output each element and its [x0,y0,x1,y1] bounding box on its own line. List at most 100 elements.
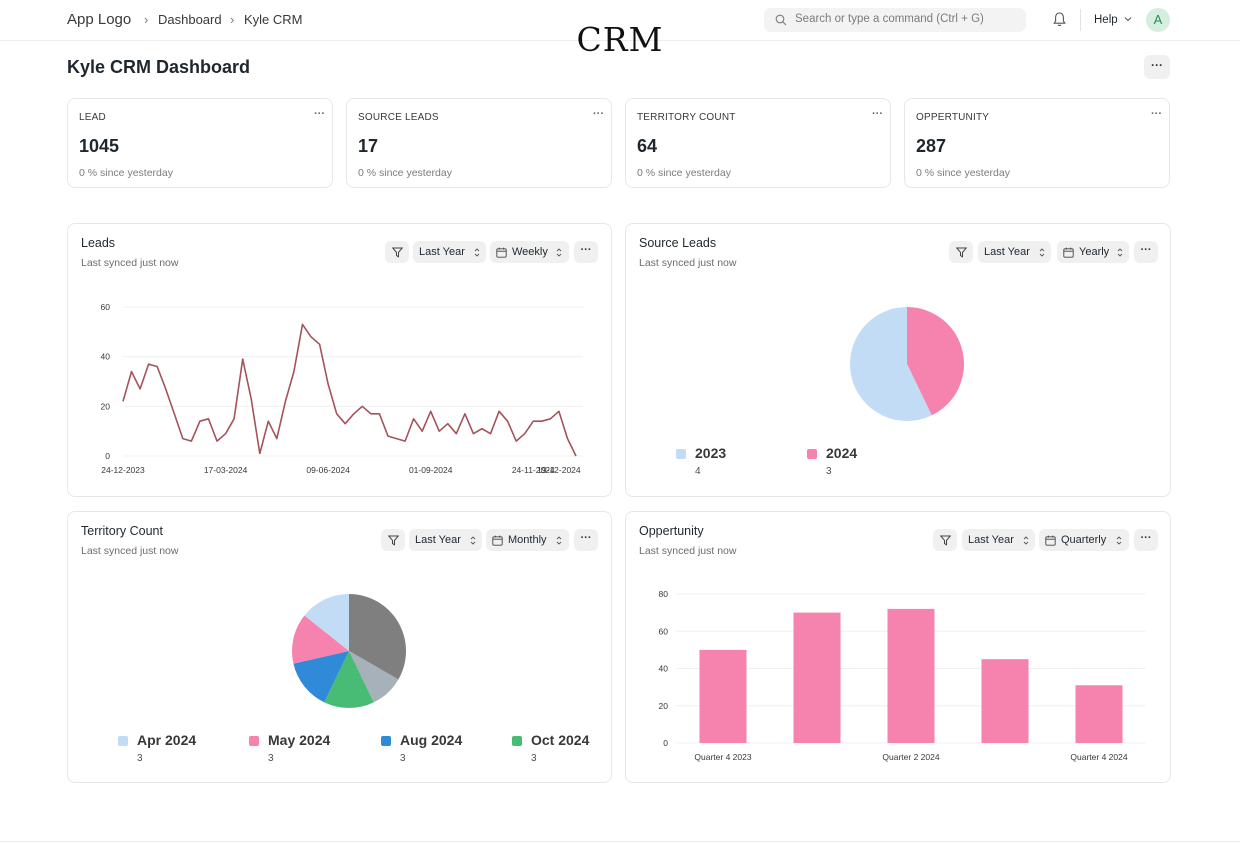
filter-button[interactable] [949,241,973,263]
legend-label: Aug 2024 [400,732,463,748]
number-card-value: 1045 [79,136,120,156]
chevron-down-icon[interactable] [1124,16,1132,22]
chart-sync-status: Last synced just now [639,545,737,557]
legend-label: Apr 2024 [137,732,197,748]
app-logo[interactable]: App Logo [67,11,132,28]
chart-card-oppertunity: Oppertunity Last synced just now Last Ye… [625,511,1171,783]
select-arrows-icon [1023,536,1029,545]
x-tick-label: 24-11-2024 [512,465,555,475]
select-arrows-icon [1039,248,1045,257]
y-tick-label: 60 [101,302,111,312]
filter-button[interactable] [385,241,409,263]
bar [699,649,747,743]
breadcrumb-dashboard[interactable]: Dashboard [158,12,222,27]
search-icon [775,14,787,26]
pie-slice [850,307,932,421]
brand-title: CRM [576,20,664,59]
chart-sync-status: Last synced just now [639,257,737,269]
time-range-select[interactable]: Last Year [409,529,482,551]
breadcrumb-separator: › [230,12,235,27]
legend-swatch [807,449,817,459]
filter-icon [392,247,403,258]
card-menu-button[interactable]: ··· [593,108,604,120]
bar [793,612,841,743]
card-menu-button[interactable]: ··· [314,108,325,120]
legend-value: 3 [826,466,832,477]
filter-icon [940,535,951,546]
calendar-icon [1063,247,1074,258]
search-bar[interactable]: Search or type a command (Ctrl + G) [764,8,1026,32]
card-menu-button[interactable]: ··· [1151,108,1162,120]
calendar-icon [1045,535,1056,546]
select-arrows-icon [556,536,562,545]
legend-label: May 2024 [268,732,331,748]
chart-menu-button[interactable]: ··· [1134,241,1158,263]
filter-icon [388,535,399,546]
nav-divider [1080,9,1081,31]
interval-select[interactable]: Quarterly [1039,529,1129,551]
time-range-select[interactable]: Last Year [962,529,1035,551]
y-tick-label: 0 [663,738,668,748]
legend-swatch [512,736,522,746]
pie-slice [907,307,965,416]
search-placeholder: Search or type a command (Ctrl + G) [795,13,984,25]
pie-slice [349,594,406,680]
x-tick-label: 17-03-2024 [204,465,248,475]
breadcrumb-separator: › [144,12,149,27]
chart-title: Source Leads [639,236,717,250]
pie-slice [293,651,349,703]
interval-select[interactable]: Weekly [490,241,569,263]
filter-button[interactable] [933,529,957,551]
legend-value: 3 [400,753,406,764]
x-tick-label: 01-09-2024 [409,465,453,475]
chart-title: Leads [81,236,116,250]
x-tick-label: 09-06-2024 [306,465,350,475]
chart-menu-button[interactable]: ··· [1134,529,1158,551]
user-avatar[interactable]: A [1146,8,1170,32]
chart-card-leads: Leads Last synced just now Last Year Wee… [67,223,612,497]
bar [887,608,935,743]
top-navbar: App Logo › Dashboard › Kyle CRM Search o… [0,0,1240,41]
legend-value: 3 [531,753,537,764]
interval-select[interactable]: Yearly [1057,241,1129,263]
calendar-icon [492,535,503,546]
filter-button[interactable] [381,529,405,551]
number-card-label: LEAD [79,112,106,123]
number-card-value: 17 [358,136,379,156]
page-title: Kyle CRM Dashboard [67,57,251,77]
chart-title: Oppertunity [639,524,704,538]
legend-value: 4 [695,466,701,477]
pie-slice [292,615,349,664]
number-card-change: 0 % since yesterday [637,167,731,179]
legend-swatch [118,736,128,746]
legend-swatch [676,449,686,459]
notification-bell-icon[interactable] [1052,11,1067,28]
chart-sync-status: Last synced just now [81,257,179,269]
breadcrumb-kyle-crm[interactable]: Kyle CRM [244,12,303,27]
x-tick-label: Quarter 4 2024 [1070,752,1127,762]
select-arrows-icon [556,248,562,257]
dashboard-menu-button[interactable]: ··· [1144,55,1170,79]
x-tick-label: Quarter 2 2024 [882,752,939,762]
time-range-select[interactable]: Last Year [978,241,1051,263]
x-tick-label: Quarter 4 2023 [694,752,751,762]
territory-pie-chart [292,594,406,709]
help-menu-button[interactable]: Help [1094,14,1118,26]
number-card-source-leads: SOURCE LEADS ··· 17 0 % since yesterday [346,98,612,188]
card-menu-button[interactable]: ··· [872,108,883,120]
calendar-icon [496,247,507,258]
chart-menu-button[interactable]: ··· [574,529,598,551]
interval-select[interactable]: Monthly [486,529,569,551]
pie-slice [324,651,374,709]
time-range-select[interactable]: Last Year [413,241,486,263]
number-card-change: 0 % since yesterday [916,167,1010,179]
x-tick-label: 19-12-2024 [537,465,581,475]
select-arrows-icon [1117,248,1123,257]
select-arrows-icon [1116,536,1122,545]
chart-title: Territory Count [81,524,163,538]
y-tick-label: 80 [659,589,669,599]
number-card-change: 0 % since yesterday [79,167,173,179]
chart-card-source-leads: Source Leads Last synced just now Last Y… [625,223,1171,497]
chart-menu-button[interactable]: ··· [574,241,598,263]
legend-value: 3 [268,753,274,764]
